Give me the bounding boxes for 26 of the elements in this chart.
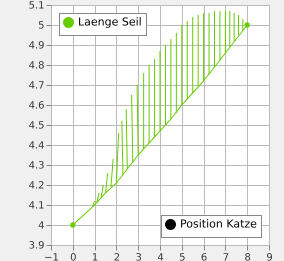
y-tick-label: 4.3 — [28, 160, 44, 172]
y-tick-label: 4.7 — [28, 80, 44, 92]
y-tick-label: 5.1 — [28, 0, 44, 12]
y-tick-label: 4.9 — [28, 40, 44, 52]
y-tick-label: 4 — [38, 220, 44, 232]
x-tick-label: 3 — [136, 252, 142, 261]
y-tick-label: 5 — [38, 20, 44, 32]
x-tick-label: 0 — [70, 252, 76, 261]
y-tick-label: 4.1 — [28, 200, 44, 212]
legend-label: Position Katze — [180, 218, 258, 230]
legend-label: Laenge Seil — [78, 16, 142, 28]
y-tick-label: 4.5 — [28, 120, 44, 132]
x-tick-label: 8 — [244, 252, 251, 261]
x-tick-label: 7 — [222, 252, 230, 261]
y-tick-label: 4.8 — [28, 60, 44, 72]
y-tick-label: 4.2 — [28, 180, 44, 192]
y-tick-label: 3.9 — [28, 240, 44, 252]
x-tick-label: 9 — [266, 252, 273, 261]
y-tick-label: 4.4 — [28, 140, 44, 152]
x-tick-label: 1 — [92, 252, 98, 261]
x-tick-label: 5 — [179, 252, 186, 261]
x-tick-label: 6 — [200, 252, 208, 261]
x-tick-label: 4 — [157, 252, 164, 261]
x-tick-label: 2 — [114, 252, 120, 261]
x-tick-label: −1 — [44, 252, 59, 261]
y-tick-label: 4.6 — [28, 100, 44, 112]
